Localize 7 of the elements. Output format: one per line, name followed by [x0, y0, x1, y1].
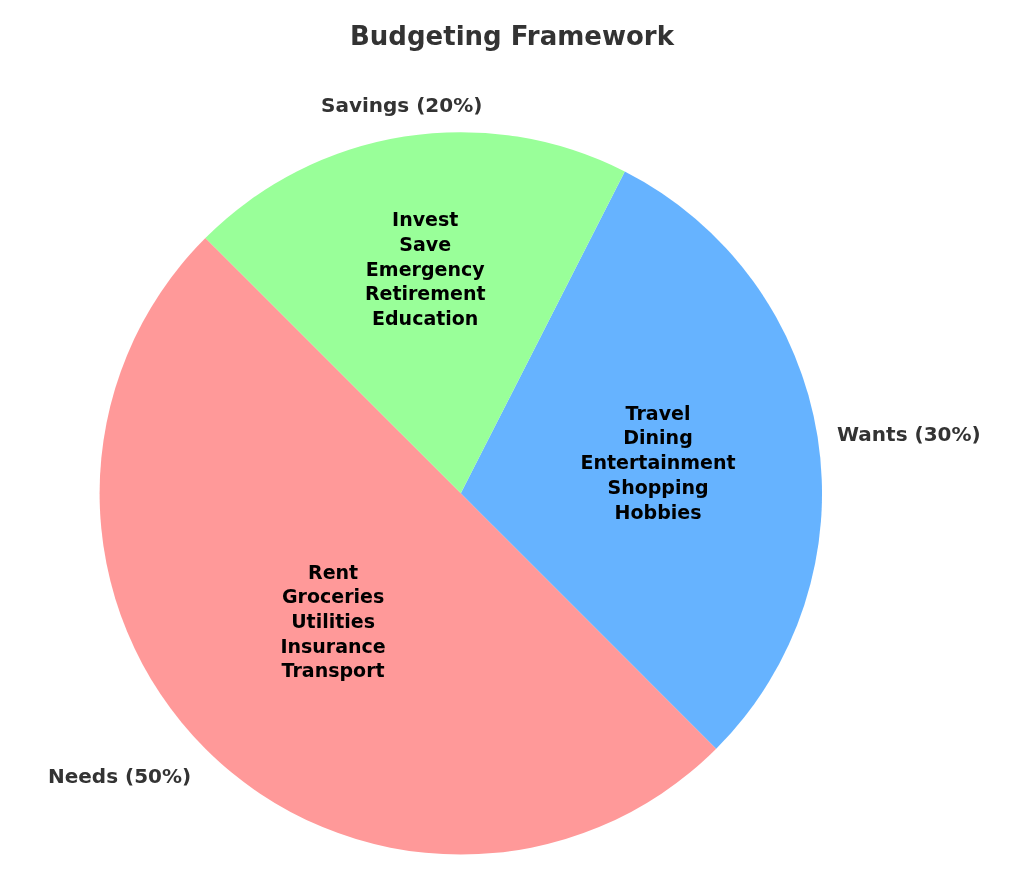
text: Rent Groceries Utilities Insurance Transport — [280, 560, 386, 682]
text: Travel Dining Entertainment Shopping Hobbies — [580, 401, 736, 523]
slice-label: Needs (50%) — [48, 764, 192, 788]
text: Invest Save Emergency Retirement Education — [364, 208, 486, 330]
slice-label: Savings (20%) — [321, 93, 483, 117]
chart-title: Budgeting Framework — [350, 20, 675, 51]
slice-label: Wants (30%) — [837, 422, 981, 446]
